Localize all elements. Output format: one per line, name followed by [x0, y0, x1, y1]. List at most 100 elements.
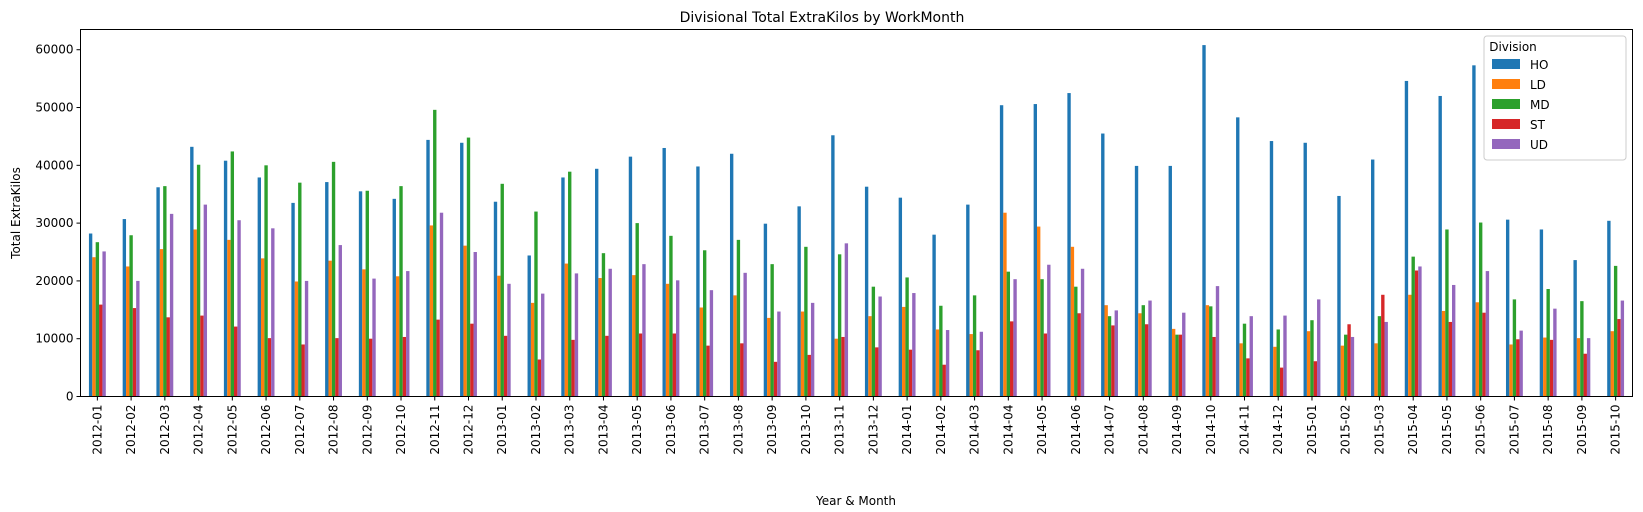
bar-md-2012-12	[466, 137, 471, 397]
x-tick-label: 2015-01	[1305, 405, 1319, 455]
bar-st-2012-04	[200, 315, 204, 397]
bar-ld-2015-05	[1441, 310, 1446, 397]
bar-st-2015-03	[1381, 294, 1385, 397]
x-tick-label: 2015-07	[1507, 405, 1521, 455]
bar-ud-2012-03	[169, 213, 174, 397]
x-tick-label: 2012-11	[428, 405, 442, 455]
bar-md-2015-08	[1546, 289, 1550, 397]
bar-ud-2015-09	[1586, 338, 1591, 397]
bar-ud-2015-08	[1553, 308, 1557, 397]
bar-ld-2015-06	[1475, 302, 1479, 397]
bar-ho-2015-08	[1539, 229, 1544, 397]
y-tick-label: 60000	[35, 43, 73, 57]
x-tick-label: 2015-06	[1474, 405, 1488, 455]
bar-ld-2013-03	[564, 263, 569, 397]
bar-md-2012-04	[196, 164, 201, 397]
x-tick-label: 2013-02	[529, 405, 543, 455]
bar-st-2014-12	[1279, 367, 1284, 397]
bar-ld-2015-04	[1408, 294, 1412, 397]
bar-st-2013-11	[841, 336, 845, 397]
bar-md-2015-03	[1377, 316, 1382, 397]
bar-st-2014-04	[1010, 321, 1014, 397]
bar-ho-2013-05	[628, 156, 633, 397]
bar-md-2014-08	[1141, 305, 1145, 397]
bar-ud-2014-07	[1114, 310, 1118, 397]
x-tick-label: 2012-04	[192, 405, 206, 455]
bar-ld-2015-01	[1306, 331, 1311, 397]
bar-ud-2014-08	[1148, 300, 1152, 397]
bar-ld-2013-06	[665, 283, 670, 397]
bar-md-2015-07	[1512, 299, 1517, 397]
x-tick-label: 2013-07	[698, 405, 712, 455]
bar-ho-2013-08	[729, 153, 734, 397]
bar-ho-2015-05	[1438, 95, 1442, 397]
bar-ud-2015-07	[1519, 330, 1523, 397]
bar-st-2012-01	[99, 304, 103, 397]
bar-ld-2014-12	[1273, 346, 1277, 397]
bar-st-2012-05	[234, 326, 238, 397]
bar-ud-2012-04	[203, 204, 208, 397]
x-tick-label: 2014-01	[900, 405, 914, 455]
bar-ld-2012-12	[463, 245, 467, 397]
bar-st-2015-05	[1448, 321, 1452, 397]
bar-md-2012-02	[129, 235, 133, 397]
bar-ho-2015-03	[1371, 159, 1375, 397]
x-tick-label: 2012-08	[327, 405, 341, 455]
bar-md-2014-09	[1175, 334, 1179, 397]
bar-md-2013-11	[837, 254, 842, 397]
x-tick-label: 2013-11	[833, 405, 847, 455]
bar-ho-2012-06	[257, 177, 261, 397]
bar-ho-2013-01	[493, 201, 498, 397]
legend-swatch-ld	[1492, 79, 1520, 89]
bar-ho-2012-10	[392, 198, 396, 397]
bar-md-2012-11	[433, 109, 437, 397]
bar-ud-2013-08	[743, 272, 747, 397]
bar-md-2012-05	[230, 151, 235, 397]
bar-md-2013-10	[804, 246, 808, 397]
bar-ud-2013-06	[676, 280, 680, 397]
bar-md-2014-11	[1242, 323, 1247, 397]
bar-ld-2013-05	[632, 275, 636, 397]
bar-ld-2015-02	[1340, 345, 1345, 397]
bar-st-2014-11	[1246, 358, 1250, 397]
bar-st-2013-01	[503, 335, 508, 397]
x-tick-label: 2015-10	[1609, 405, 1623, 455]
x-tick-label: 2013-01	[495, 405, 509, 455]
bar-md-2013-03	[568, 171, 572, 397]
x-tick-label: 2014-06	[1069, 405, 1083, 455]
bar-ho-2013-11	[831, 135, 835, 397]
bar-st-2015-02	[1347, 324, 1351, 397]
bar-ho-2014-04	[999, 105, 1004, 397]
x-tick-label: 2012-05	[225, 405, 239, 455]
bar-ho-2013-06	[662, 147, 666, 397]
bar-ho-2012-09	[358, 191, 363, 397]
bar-ho-2015-10	[1607, 220, 1611, 397]
bar-st-2012-07	[301, 344, 305, 397]
x-tick-label: 2012-02	[124, 405, 138, 455]
bar-ho-2014-10	[1202, 45, 1206, 397]
bar-ud-2015-05	[1452, 284, 1456, 397]
bar-st-2014-07	[1111, 325, 1115, 397]
bar-ud-2012-12	[473, 252, 477, 397]
bar-st-2015-06	[1482, 312, 1486, 397]
bar-md-2012-08	[331, 161, 336, 397]
x-tick-label: 2013-06	[664, 405, 678, 455]
bar-st-2013-09	[773, 361, 778, 397]
bar-md-2014-05	[1040, 279, 1044, 397]
bar-ho-2014-03	[966, 204, 970, 397]
bar-ho-2015-09	[1573, 260, 1577, 397]
bar-ld-2013-07	[699, 307, 703, 397]
bar-ld-2013-12	[868, 316, 872, 397]
x-tick-label: 2012-10	[394, 405, 408, 455]
bar-st-2014-03	[976, 350, 980, 397]
bar-ud-2015-04	[1418, 266, 1422, 397]
bar-st-2014-08	[1144, 324, 1149, 397]
bar-ho-2013-04	[595, 168, 599, 397]
bar-ud-2014-09	[1182, 312, 1186, 397]
bar-ud-2013-07	[709, 290, 714, 397]
x-tick-label: 2014-02	[934, 405, 948, 455]
bar-md-2012-10	[399, 186, 403, 397]
bar-st-2013-10	[807, 354, 811, 397]
x-tick-label: 2012-07	[293, 405, 307, 455]
bar-ld-2014-04	[1003, 212, 1007, 397]
